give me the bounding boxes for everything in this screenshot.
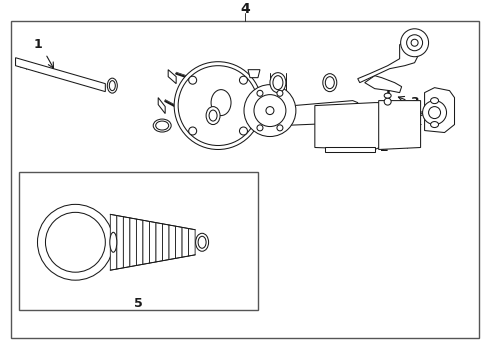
Circle shape xyxy=(266,107,274,114)
Circle shape xyxy=(240,127,247,135)
Polygon shape xyxy=(175,226,182,258)
Polygon shape xyxy=(189,229,195,256)
Ellipse shape xyxy=(384,93,391,98)
Polygon shape xyxy=(136,219,143,265)
Circle shape xyxy=(411,39,418,46)
Circle shape xyxy=(257,90,263,96)
Circle shape xyxy=(46,212,105,272)
Ellipse shape xyxy=(273,76,283,90)
Ellipse shape xyxy=(206,107,220,125)
Ellipse shape xyxy=(107,78,117,93)
Circle shape xyxy=(429,107,441,118)
Text: 1: 1 xyxy=(33,38,42,51)
Ellipse shape xyxy=(156,121,169,130)
Polygon shape xyxy=(123,217,130,268)
Ellipse shape xyxy=(153,119,171,132)
Circle shape xyxy=(240,76,247,84)
Ellipse shape xyxy=(270,73,286,93)
Polygon shape xyxy=(110,214,117,270)
Polygon shape xyxy=(117,216,123,269)
Polygon shape xyxy=(258,100,358,127)
Ellipse shape xyxy=(109,81,115,91)
Circle shape xyxy=(244,85,296,136)
Polygon shape xyxy=(379,100,420,149)
Ellipse shape xyxy=(209,110,217,121)
Polygon shape xyxy=(149,221,156,263)
Circle shape xyxy=(189,76,196,84)
Polygon shape xyxy=(158,98,165,113)
Circle shape xyxy=(401,29,429,57)
Polygon shape xyxy=(156,222,163,262)
Polygon shape xyxy=(365,76,402,93)
Polygon shape xyxy=(325,148,375,153)
Polygon shape xyxy=(182,228,189,257)
Circle shape xyxy=(178,66,258,145)
Polygon shape xyxy=(163,224,169,261)
Text: 5: 5 xyxy=(134,297,143,310)
Ellipse shape xyxy=(323,74,337,92)
Text: 2: 2 xyxy=(380,141,389,154)
Ellipse shape xyxy=(431,98,439,104)
Ellipse shape xyxy=(110,232,117,252)
Text: 4: 4 xyxy=(240,2,250,16)
Circle shape xyxy=(189,127,196,135)
Polygon shape xyxy=(169,225,175,260)
Circle shape xyxy=(384,98,391,105)
Polygon shape xyxy=(358,39,419,83)
Circle shape xyxy=(174,62,262,149)
Bar xyxy=(19,172,258,310)
Circle shape xyxy=(277,90,283,96)
Ellipse shape xyxy=(196,233,209,251)
Polygon shape xyxy=(130,218,136,267)
Polygon shape xyxy=(168,70,176,84)
Ellipse shape xyxy=(325,77,334,89)
Polygon shape xyxy=(16,58,105,92)
Circle shape xyxy=(257,125,263,131)
Circle shape xyxy=(254,95,286,127)
Circle shape xyxy=(277,125,283,131)
Polygon shape xyxy=(424,87,455,132)
Circle shape xyxy=(422,100,446,125)
Ellipse shape xyxy=(211,90,231,116)
Ellipse shape xyxy=(198,236,206,248)
Polygon shape xyxy=(143,220,149,264)
Bar xyxy=(11,21,479,338)
Text: 3: 3 xyxy=(410,96,419,109)
Polygon shape xyxy=(248,70,260,78)
Ellipse shape xyxy=(431,122,439,127)
Circle shape xyxy=(407,35,422,51)
Polygon shape xyxy=(315,103,380,149)
Circle shape xyxy=(38,204,113,280)
